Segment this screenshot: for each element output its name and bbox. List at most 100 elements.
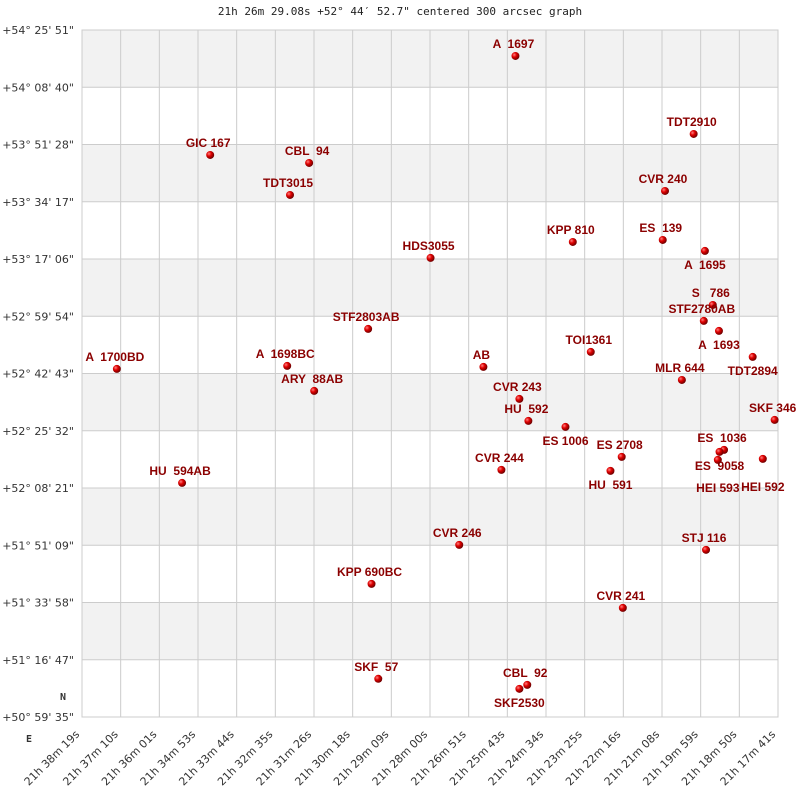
star-point[interactable]: ES 2708 (597, 438, 643, 461)
star-marker[interactable] (426, 253, 435, 262)
star-label: CVR 240 (639, 172, 688, 186)
star-marker[interactable] (515, 684, 524, 693)
star-point[interactable]: A 1693 (698, 326, 740, 352)
star-point[interactable]: TDT2910 (667, 115, 717, 138)
star-point[interactable]: AB (473, 348, 491, 371)
star-label: MLR 644 (655, 361, 705, 375)
star-marker[interactable] (112, 364, 121, 373)
star-marker[interactable] (455, 540, 464, 549)
star-point[interactable]: SKF2530 (494, 684, 545, 710)
star-point[interactable]: STF2803AB (333, 310, 400, 333)
star-marker[interactable] (660, 186, 669, 195)
star-point[interactable]: ES 9058 (695, 447, 745, 473)
compass-east: E (26, 734, 32, 745)
star-point[interactable]: ES 1006 (542, 422, 589, 448)
star-point[interactable]: KPP 810 (547, 223, 595, 246)
star-marker[interactable] (515, 394, 524, 403)
star-label: HEI 592 (741, 480, 785, 494)
star-marker[interactable] (367, 579, 376, 588)
star-label: HEI 593 (696, 481, 740, 495)
star-point[interactable]: HEI 593 (696, 455, 740, 495)
star-point[interactable]: A 1697 (493, 37, 535, 60)
star-point[interactable]: TDT2894 (728, 352, 778, 378)
y-tick-label: +51° 16' 47" (2, 654, 74, 667)
y-tick-label: +52° 42' 43" (2, 368, 74, 381)
star-marker[interactable] (178, 478, 187, 487)
star-label: ES 1006 (542, 434, 588, 448)
star-point[interactable]: CVR 246 (433, 526, 482, 549)
star-marker[interactable] (524, 416, 533, 425)
star-label: TOI1361 (566, 333, 613, 347)
compass-north: N (60, 692, 66, 703)
star-point[interactable]: HU 594AB (149, 464, 211, 487)
star-point[interactable]: MLR 644 (655, 361, 705, 384)
star-point[interactable]: SKF 346 (749, 401, 797, 424)
y-tick-label: +53° 34' 17" (2, 196, 74, 209)
star-point[interactable]: CVR 243 (493, 380, 542, 403)
star-point[interactable]: TOI1361 (566, 333, 613, 356)
star-point[interactable]: HU 591 (588, 466, 633, 492)
star-marker[interactable] (497, 465, 506, 474)
star-marker[interactable] (286, 190, 295, 199)
star-marker[interactable] (700, 246, 709, 255)
star-label: CBL 94 (285, 144, 330, 158)
star-label: S 786 (692, 286, 730, 300)
y-tick-label: +53° 51' 28" (2, 139, 74, 152)
star-point[interactable]: CBL 94 (285, 144, 330, 167)
star-point[interactable]: STF2780AB (668, 302, 735, 325)
star-marker[interactable] (748, 352, 757, 361)
star-marker[interactable] (586, 347, 595, 356)
star-point[interactable]: CVR 240 (639, 172, 688, 195)
star-marker[interactable] (561, 422, 570, 431)
star-label: A 1700BD (85, 350, 144, 364)
star-marker[interactable] (283, 361, 292, 370)
star-marker[interactable] (606, 466, 615, 475)
star-point[interactable]: A 1695 (684, 246, 726, 272)
star-point[interactable]: HEI 592 (741, 454, 785, 494)
star-marker[interactable] (702, 545, 711, 554)
star-marker[interactable] (658, 235, 667, 244)
star-point[interactable]: TDT3015 (263, 176, 313, 199)
star-marker[interactable] (617, 452, 626, 461)
star-point[interactable]: HDS3055 (403, 239, 455, 262)
star-label: ARY 88AB (281, 372, 343, 386)
star-marker[interactable] (479, 362, 488, 371)
star-marker[interactable] (770, 415, 779, 424)
star-point[interactable]: CVR 241 (596, 589, 645, 612)
star-marker[interactable] (689, 129, 698, 138)
star-point[interactable]: SKF 57 (354, 660, 399, 683)
star-marker[interactable] (511, 51, 520, 60)
star-marker[interactable] (568, 237, 577, 246)
star-marker[interactable] (523, 680, 532, 689)
star-point[interactable]: CBL 92 (503, 666, 548, 689)
star-marker[interactable] (677, 375, 686, 384)
star-label: CBL 92 (503, 666, 548, 680)
star-marker[interactable] (715, 447, 724, 456)
star-point[interactable]: ES 139 (639, 221, 682, 244)
star-marker[interactable] (206, 150, 215, 159)
star-point[interactable]: A 1700BD (85, 350, 145, 373)
star-marker[interactable] (305, 158, 314, 167)
star-marker[interactable] (310, 386, 319, 395)
star-marker[interactable] (374, 674, 383, 683)
star-marker[interactable] (714, 326, 723, 335)
star-point[interactable]: HU 592 (504, 402, 549, 425)
star-point[interactable]: CVR 244 (475, 451, 524, 474)
star-point[interactable]: S 786 (692, 286, 730, 309)
star-marker[interactable] (618, 603, 627, 612)
star-marker[interactable] (713, 455, 722, 464)
star-label: STF2780AB (668, 302, 735, 316)
star-label: TDT3015 (263, 176, 313, 190)
star-point[interactable]: STJ 116 (682, 531, 727, 554)
star-label: AB (473, 348, 491, 362)
star-point[interactable]: A 1698BC (256, 347, 315, 370)
star-label: CVR 241 (596, 589, 645, 603)
star-marker[interactable] (364, 324, 373, 333)
star-marker[interactable] (708, 300, 717, 309)
star-point[interactable]: KPP 690BC (337, 565, 402, 588)
star-point[interactable]: ARY 88AB (281, 372, 344, 395)
star-marker[interactable] (758, 454, 767, 463)
star-marker[interactable] (699, 316, 708, 325)
y-tick-label: +51° 51' 09" (2, 539, 74, 552)
star-point[interactable]: GIC 167 (186, 136, 231, 159)
